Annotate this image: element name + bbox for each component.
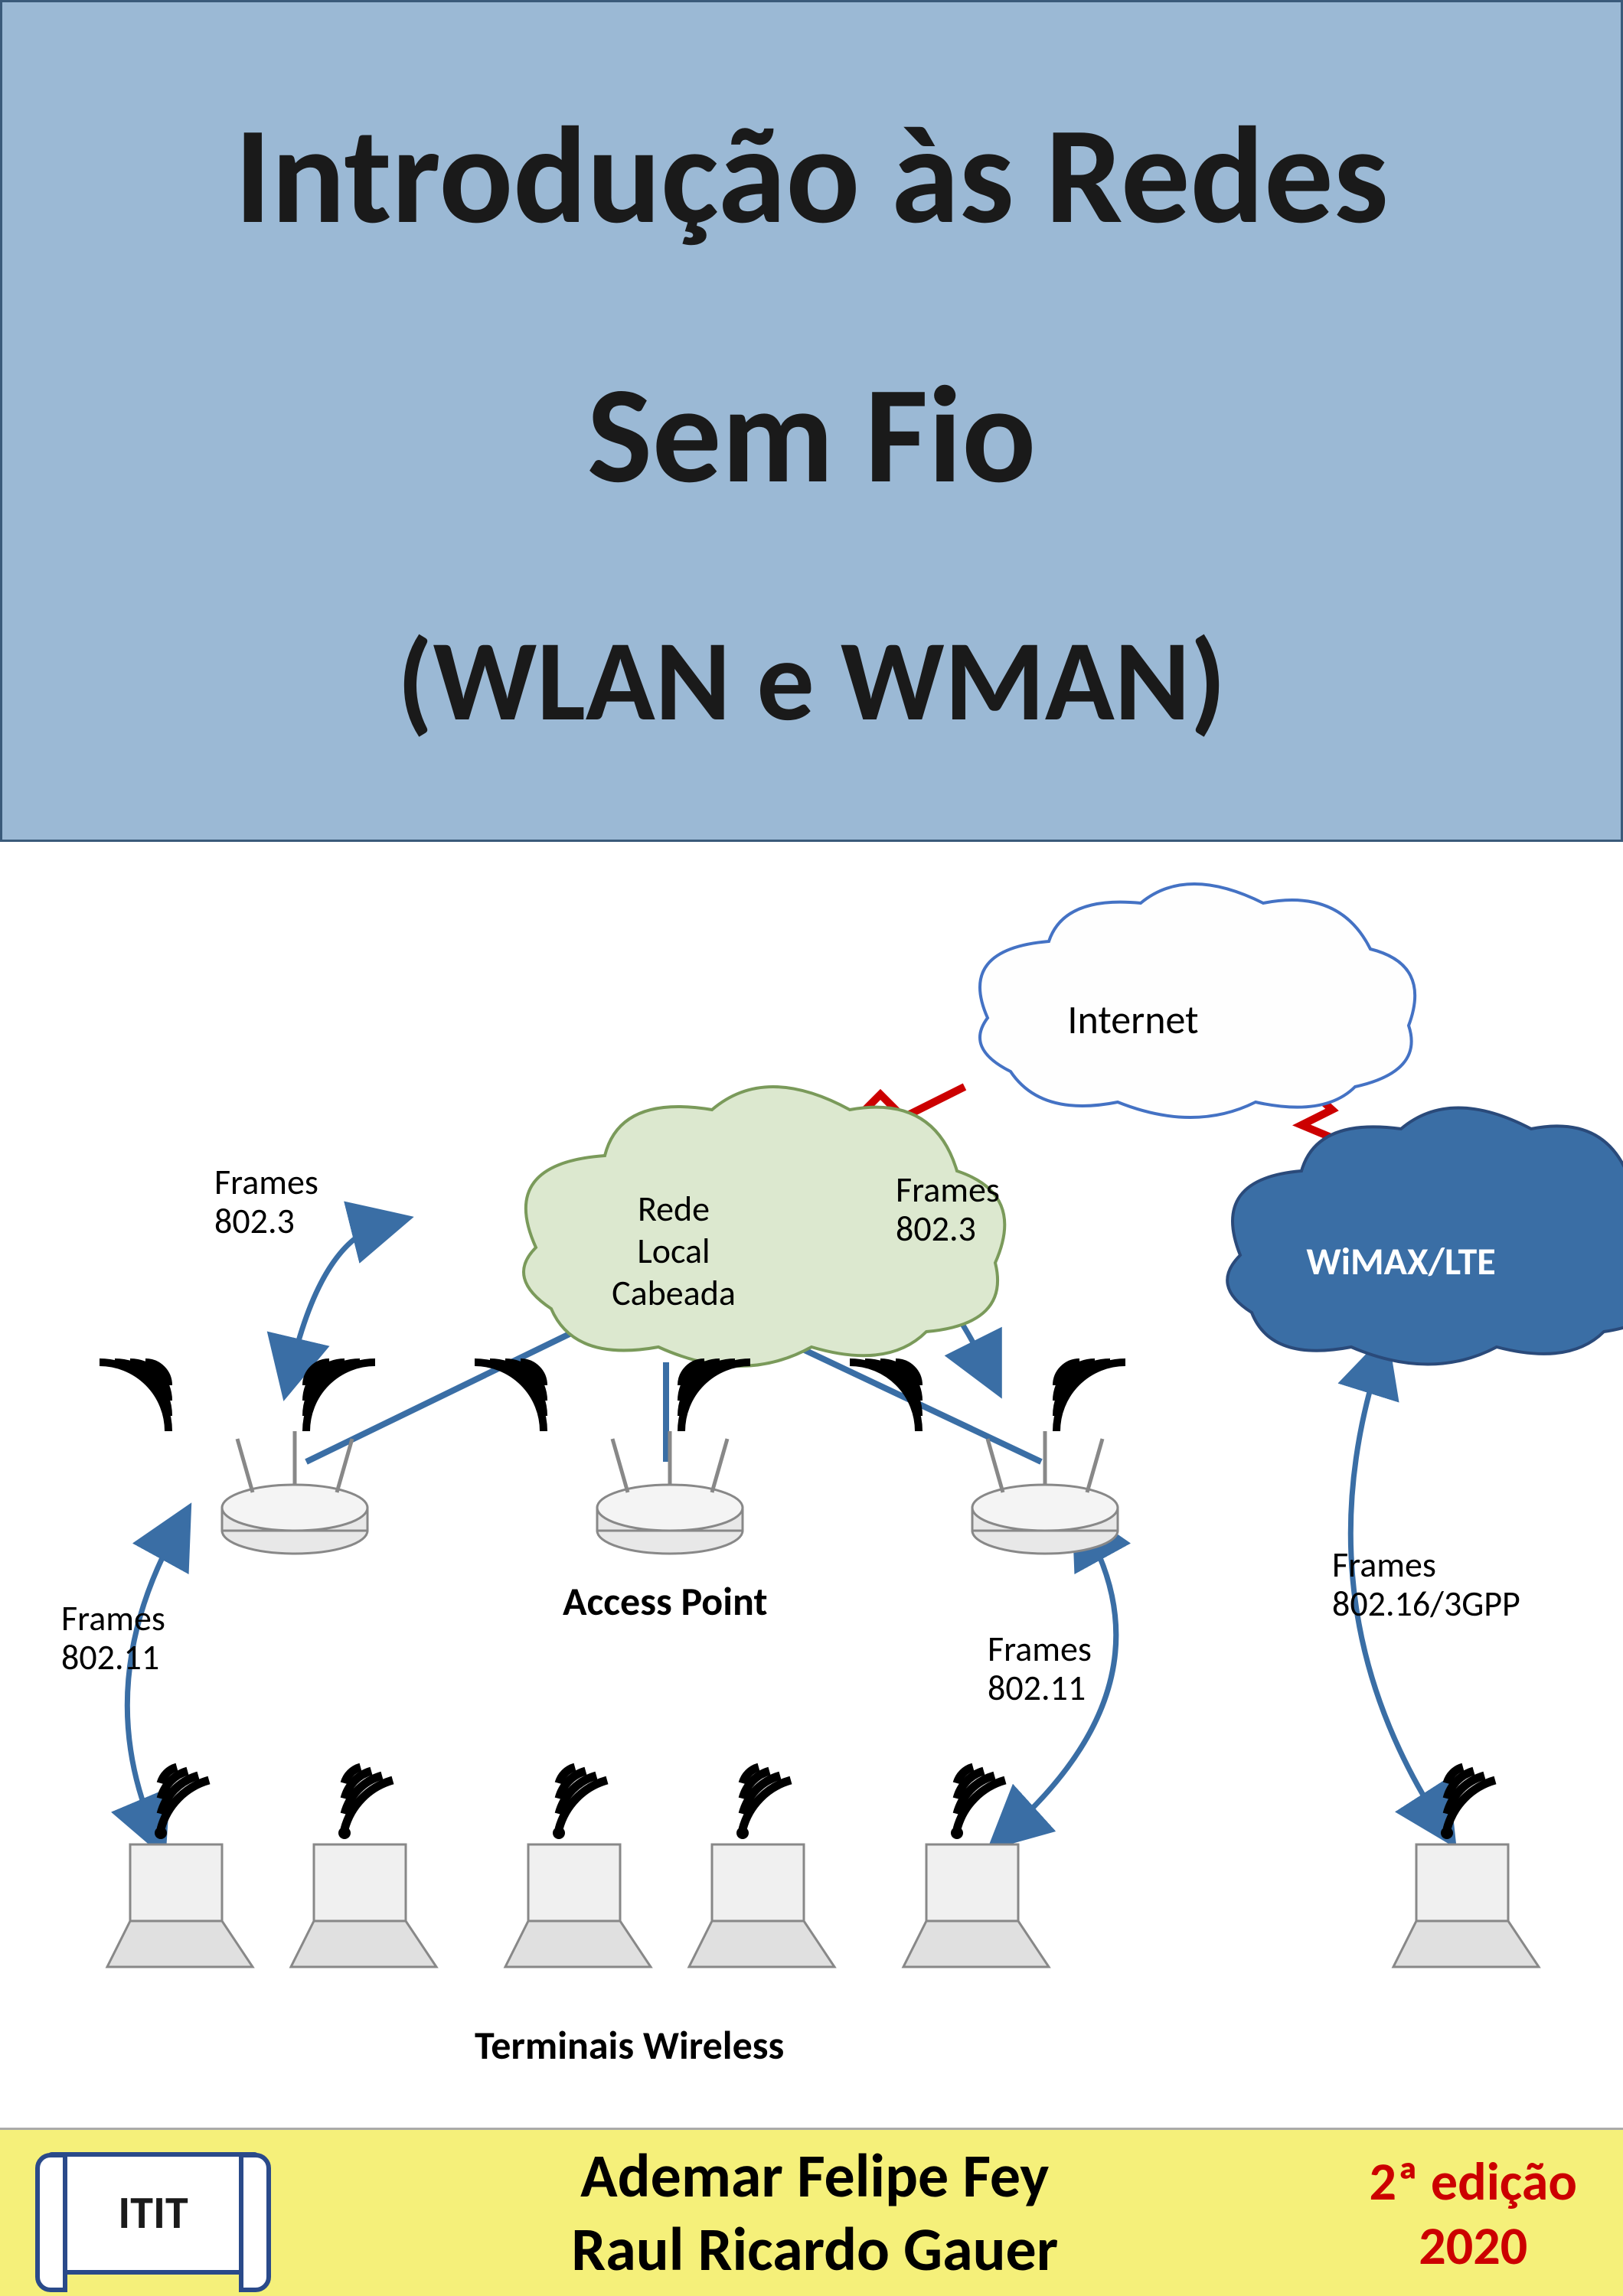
rede-local-label3: Cabeada [612, 1272, 736, 1315]
wifi-icon [850, 1362, 919, 1431]
router-2 [597, 1431, 743, 1554]
access-point-label: Access Point [563, 1577, 767, 1626]
title-line3: (WLAN e WMAN) [397, 611, 1226, 751]
rede-local-label1: Rede [638, 1188, 710, 1231]
edition-line2: 2020 [1370, 2213, 1578, 2278]
cover-header: Introdução às Redes Sem Fio (WLAN e WMAN… [0, 0, 1623, 842]
laptop-3 [505, 1767, 651, 1967]
laptop-4 [689, 1767, 834, 1967]
wifi-icon [306, 1362, 375, 1431]
router-1 [222, 1431, 367, 1554]
frames-80211-right-label: Frames 802.11 [988, 1630, 1092, 1707]
authors-block: Ademar Felipe Fey Raul Ricardo Gauer [260, 2140, 1370, 2287]
author1: Ademar Felipe Fey [260, 2140, 1370, 2213]
edition-block: 2ª edição 2020 [1370, 2149, 1578, 2278]
rede-local-label2: Local [637, 1230, 710, 1273]
wifi-icon [681, 1362, 750, 1431]
router-3 [972, 1431, 1118, 1554]
internet-cloud: Internet [980, 884, 1415, 1117]
wimax-label: WiMAX/LTE [1306, 1238, 1495, 1285]
network-diagram: Internet Rede Local Cabeada WiMAX/LTE [0, 842, 1623, 2128]
wifi-icon [100, 1362, 168, 1431]
laptop-2 [291, 1767, 436, 1967]
frames-80211-left-label: Frames 802.11 [61, 1600, 165, 1677]
frames-8023-left-label: Frames 802.3 [214, 1163, 318, 1241]
laptop-1 [107, 1767, 253, 1967]
author2: Raul Ricardo Gauer [260, 2213, 1370, 2287]
edition-line1: 2ª edição [1370, 2149, 1578, 2213]
laptop-5 [903, 1767, 1049, 1967]
wimax-cloud: WiMAX/LTE [1227, 1108, 1623, 1365]
wifi-icon [1056, 1362, 1125, 1431]
cover-footer: ITIT Ademar Felipe Fey Raul Ricardo Gaue… [0, 2128, 1623, 2296]
title-line1: Introdução às Redes [234, 92, 1388, 259]
title-line2: Sem Fio [587, 351, 1036, 519]
internet-label: Internet [1067, 995, 1198, 1044]
terminais-label: Terminais Wireless [475, 2020, 784, 2069]
frames-80216-label: Frames 802.16/3GPP [1332, 1546, 1520, 1623]
logo-text: ITIT [118, 2185, 188, 2241]
frames-8023-right-label: Frames 802.3 [896, 1171, 1000, 1248]
laptop-6 [1393, 1767, 1539, 1967]
itit-logo: ITIT [46, 2152, 260, 2275]
